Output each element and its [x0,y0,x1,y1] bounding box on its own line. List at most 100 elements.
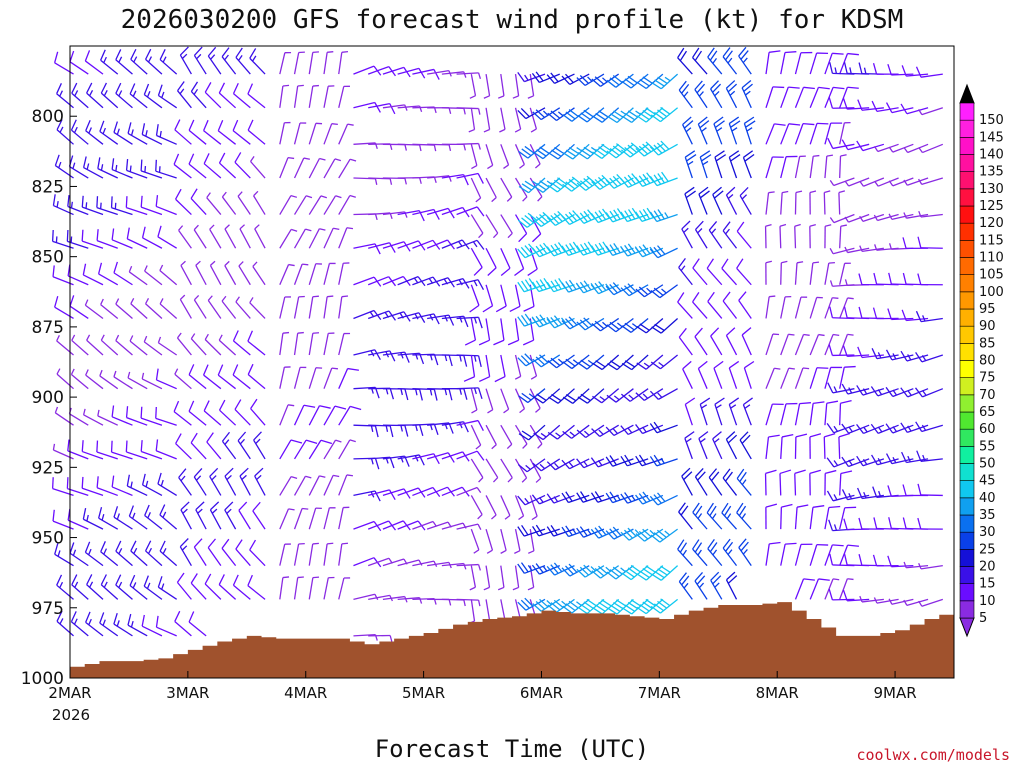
wind-barb [129,335,148,356]
wind-barb [577,143,605,160]
wind-barb [873,213,899,222]
wind-barb [839,262,851,285]
wind-barb [99,120,119,145]
wind-barb [903,143,929,154]
wind-barb [527,73,535,99]
wind-barb [111,475,133,497]
wind-barb [249,48,266,75]
wind-barb [736,468,752,496]
wind-barb [681,220,693,249]
wind-barb [308,157,326,179]
wind-barb [209,224,222,249]
wind-barb [86,334,104,356]
wind-barb [824,224,832,249]
wind-barb [279,84,290,108]
wind-barb [621,73,649,89]
wind-barb [323,195,342,215]
wind-barb [794,155,806,179]
colorbar-label: 90 [979,319,996,334]
wind-barb [546,242,575,257]
wind-barb [765,50,781,75]
wind-barb [125,196,148,216]
wind-barb [500,177,513,202]
wind-barb [839,224,847,249]
wind-barb [681,467,693,496]
wind-barb [839,399,852,426]
wind-barb [279,404,295,426]
wind-barb [338,474,353,496]
wind-barb [193,46,207,75]
wind-barb [707,47,723,75]
wind-barb [794,469,806,496]
wind-barb [485,247,497,276]
wind-barb [620,283,649,297]
wind-barb [900,387,929,398]
wind-barb [456,598,481,607]
wind-barb [533,424,561,441]
wind-barb [175,188,192,216]
wind-barb [794,402,812,426]
wind-barb [155,124,177,145]
wind-barb [871,348,899,360]
colorbar-label: 50 [979,457,996,472]
wind-barb [859,177,885,187]
wind-barb [917,483,943,497]
wind-barb [456,450,485,461]
wind-barb [159,504,178,530]
wind-barb [828,97,855,109]
colorbar-label: 20 [979,560,996,575]
wind-barb [839,86,859,109]
wind-barb [620,424,649,436]
wind-barb [577,107,605,123]
wind-barb [824,262,835,285]
wind-barb [885,423,914,434]
wind-barb [547,424,575,440]
wind-barb [824,333,840,356]
wind-barb [635,491,664,505]
wind-barb [636,354,664,370]
colorbar-swatch [959,394,975,413]
wind-barb [456,142,481,150]
wind-barb [507,318,520,346]
wind-barb [765,333,780,356]
wind-barb [824,469,837,496]
colorbar-label: 130 [979,182,1004,197]
wind-barb [99,369,119,390]
wind-barb [900,103,929,115]
wind-barb [470,388,478,414]
wind-barb [576,458,605,469]
wind-barb [382,488,411,499]
wind-barb [485,388,494,414]
wind-barb [338,332,351,356]
wind-barb [279,296,291,319]
wind-barb [500,388,510,414]
wind-barb [235,539,251,567]
wind-barb [722,538,738,567]
wind-barb [56,610,74,637]
wind-barb [279,51,292,75]
colorbar-bottom-arrow [959,617,975,638]
wind-barb [692,47,708,75]
wind-barb [338,85,350,108]
wind-barb [903,561,929,569]
wind-barb [561,491,590,504]
wind-barb [159,540,178,567]
wind-barb [235,47,251,75]
wind-barb [217,364,237,390]
wind-barb [794,578,815,600]
wind-barb [56,335,74,356]
wind-barb [561,210,590,225]
wind-barb [917,236,943,249]
wind-barb [193,468,207,496]
wind-barb [809,224,816,249]
wind-barb [707,291,723,319]
wind-barb [649,454,678,467]
wind-barb [710,80,723,109]
wind-barb [190,432,207,460]
wind-barb [279,508,295,530]
wind-barb [561,525,590,538]
wind-barb [293,122,307,145]
wind-barb [650,528,678,543]
wind-barb [592,107,620,123]
wind-barb [188,611,207,637]
